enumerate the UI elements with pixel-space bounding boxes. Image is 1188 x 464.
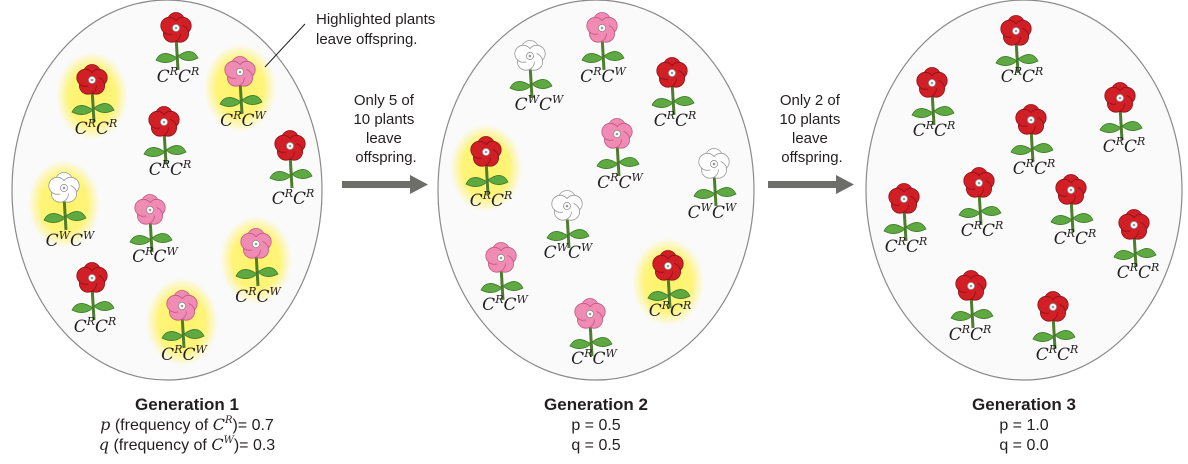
genotype-label: CRCR: [1036, 343, 1079, 365]
red-flower-icon: [995, 15, 1039, 74]
genotype-label: CRCR: [654, 109, 697, 131]
white-flower-icon: [43, 172, 87, 231]
pink-flower-icon: [235, 228, 279, 287]
genotype-label: CRCR: [1054, 227, 1097, 249]
red-flower-icon: [71, 262, 115, 321]
callout-text: Highlighted plants leave offspring.: [316, 11, 439, 48]
red-flower-icon: [269, 130, 313, 189]
gen1-title: Generation 1: [135, 395, 239, 414]
red-flower-icon: [1032, 291, 1076, 350]
genotype-label: CRCR: [649, 299, 692, 321]
genotype-label: CRCW: [597, 171, 644, 193]
white-flower-icon: [509, 40, 553, 99]
genotype-label: CWCW: [46, 229, 96, 251]
genotype-label: CRCR: [913, 119, 956, 141]
genotype-label: CRCW: [571, 347, 618, 369]
genotype-label: CRCW: [580, 65, 627, 87]
gen3-q-line: q = 0.0: [999, 437, 1048, 454]
red-flower-icon: [1010, 104, 1054, 163]
genotype-label: CRCR: [885, 235, 928, 257]
red-flower-icon: [651, 57, 695, 116]
genotype-label: CRCR: [1013, 157, 1056, 179]
pink-flower-icon: [480, 242, 524, 301]
callout-leader-line: [264, 23, 306, 68]
genotype-label: CWCW: [544, 241, 594, 263]
gen3-p-line: p = 1.0: [999, 417, 1048, 434]
gen2-title: Generation 2: [544, 395, 648, 414]
pink-flower-icon: [581, 12, 625, 71]
pink-flower-icon: [569, 298, 613, 357]
genotype-label: CRCR: [75, 117, 118, 139]
genotype-label: CRCR: [961, 219, 1004, 241]
genotype-label: CWCW: [688, 201, 738, 223]
genotype-label: CRCW: [220, 109, 267, 131]
red-flower-icon: [143, 106, 187, 165]
genotype-label: CRCR: [1117, 261, 1160, 283]
population-ellipse-gen3: [865, 0, 1183, 381]
gen2-p-line: p = 0.5: [571, 417, 620, 434]
pink-flower-icon: [219, 56, 263, 115]
genotype-label: CRCR: [470, 189, 513, 211]
red-flower-icon: [883, 183, 927, 242]
genotype-label: CRCR: [157, 65, 200, 87]
genotype-label: CRCW: [161, 343, 208, 365]
genotype-label: CRCW: [482, 293, 529, 315]
gen1-q-line: q (frequency of CW)= 0.3: [99, 435, 276, 454]
red-flower-icon: [71, 64, 115, 123]
red-flower-icon: [155, 12, 199, 71]
red-flower-icon: [958, 167, 1002, 226]
red-flower-icon: [647, 250, 691, 309]
genotype-label: CRCR: [1001, 65, 1044, 87]
arrow2: [768, 175, 854, 194]
genotype-label: CRCR: [272, 187, 315, 209]
red-flower-icon: [950, 270, 994, 329]
genotype-label: CRCR: [149, 158, 192, 180]
white-flower-icon: [546, 190, 590, 249]
gen3-title: Generation 3: [972, 395, 1076, 414]
white-flower-icon: [693, 148, 737, 207]
genotype-label: CRCR: [949, 323, 992, 345]
red-flower-icon: [1050, 174, 1094, 233]
pink-flower-icon: [596, 118, 640, 177]
genotype-label: CRCR: [74, 315, 117, 337]
genotype-label: CRCW: [132, 245, 179, 267]
arrow1: [342, 175, 428, 194]
gen1-p-line: p (frequency of CR)= 0.7: [100, 415, 274, 434]
genotype-label: CRCR: [1103, 135, 1146, 157]
genotype-label: CRCW: [235, 285, 282, 307]
genotype-labels: CRCR CRCR CRCW CRCR CRCR CWCW CRCW CRCW CRCR CRCW…: [46, 65, 1160, 369]
red-flower-icon: [1113, 209, 1157, 268]
arrow2-caption: Only 2 of 10 plants leave offspring.: [779, 92, 844, 166]
red-flower-icon: [911, 67, 955, 126]
plants-layer: [43, 12, 1157, 357]
genotype-label: CWCW: [515, 93, 565, 115]
arrow1-caption: Only 5 of 10 plants leave offspring.: [353, 92, 418, 166]
red-flower-icon: [1099, 82, 1143, 141]
pink-flower-icon: [129, 194, 173, 253]
red-flower-icon: [465, 136, 509, 195]
pink-flower-icon: [161, 290, 205, 349]
gen2-q-line: q = 0.5: [571, 437, 620, 454]
